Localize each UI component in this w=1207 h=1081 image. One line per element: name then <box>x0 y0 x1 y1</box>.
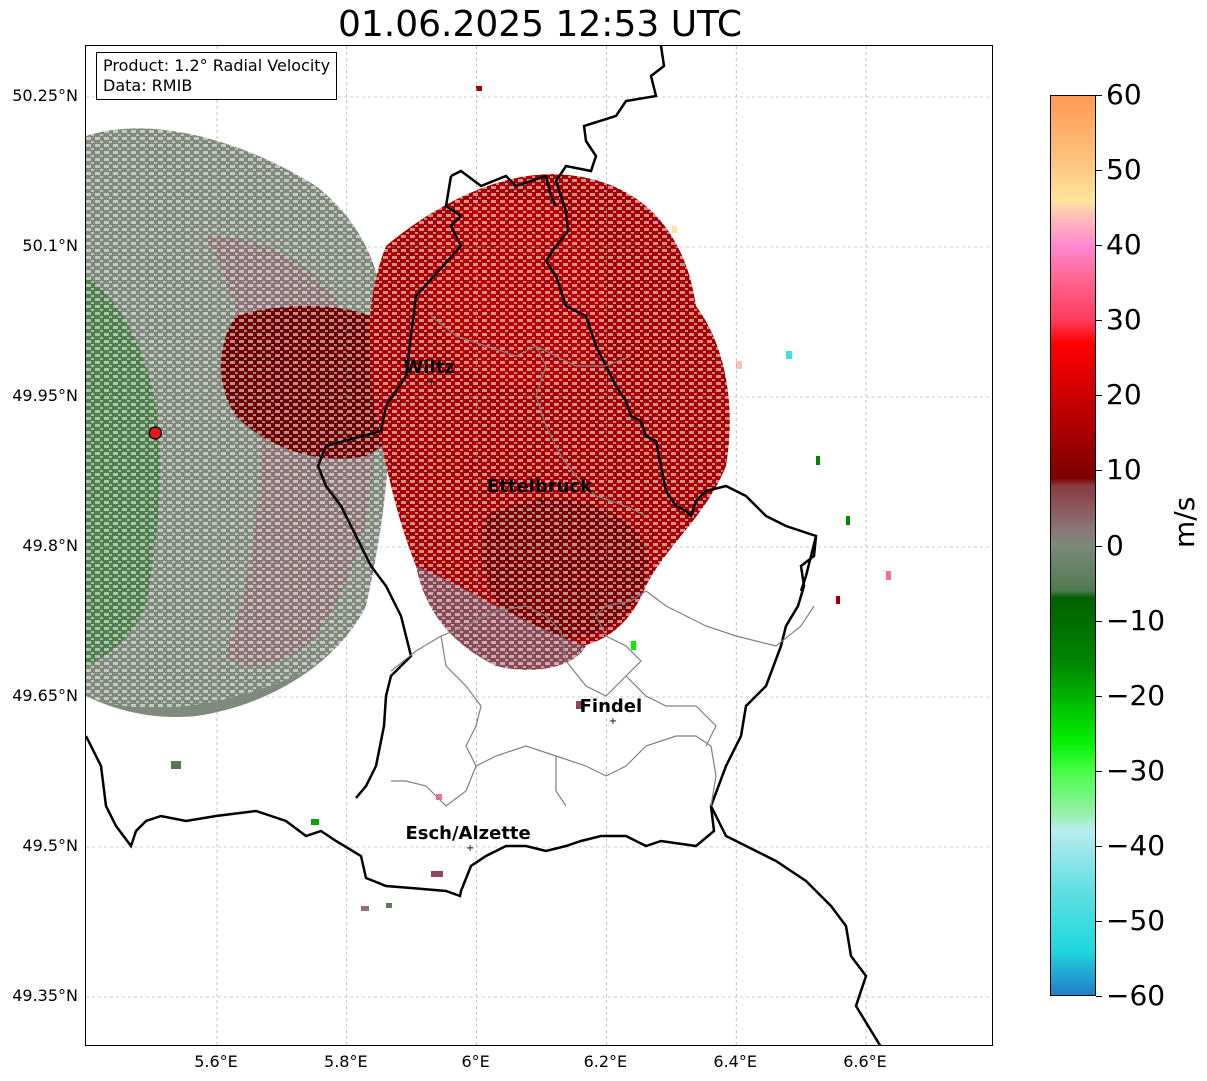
lon-tick-label: 5.8°E <box>324 1052 368 1071</box>
echo-speck <box>631 641 636 650</box>
colorbar-tick-mark <box>1096 170 1102 172</box>
source-label: Data: RMIB <box>103 76 193 95</box>
colorbar-tick-label: −40 <box>1106 828 1166 862</box>
colorbar-tick-label: 30 <box>1106 303 1142 337</box>
city-marker: + <box>466 843 474 854</box>
colorbar-tick-mark <box>1096 695 1102 697</box>
echo-speck <box>476 86 482 91</box>
lat-tick-label: 49.5°N <box>22 836 78 855</box>
lon-tick-label: 6.6°E <box>843 1052 887 1071</box>
colorbar-tick-label: 40 <box>1106 228 1142 262</box>
colorbar-tick-label: 50 <box>1106 153 1142 187</box>
radar-site-layer <box>148 426 162 440</box>
colorbar-tick-mark <box>1096 770 1102 772</box>
colorbar-tick-mark <box>1096 95 1102 96</box>
velocity-echoes <box>86 86 891 911</box>
lon-tick-label: 6.4°E <box>713 1052 757 1071</box>
echo-speck <box>436 794 442 800</box>
lon-tick-label: 6.2°E <box>583 1052 628 1071</box>
colorbar-unit-label: m/s <box>1168 496 1201 548</box>
colorbar-tick-label: −60 <box>1106 979 1166 1012</box>
country-border-lux-north <box>450 169 558 207</box>
echo-texture <box>86 128 738 708</box>
colorbar-tick-mark <box>1096 470 1102 472</box>
colorbar-tick-mark <box>1096 320 1102 322</box>
international-border <box>86 46 818 898</box>
city-label: Esch/Alzette <box>405 823 530 844</box>
colorbar-tick-mark <box>1096 395 1102 397</box>
colorbar-tick-mark <box>1096 920 1102 922</box>
product-info-box: Product: 1.2° Radial Velocity Data: RMIB <box>96 52 338 100</box>
radar-map[interactable]: + Wiltz + Ettelbruck + Findel + Esch/Alzette Pr… <box>85 45 993 1046</box>
echo-speck <box>311 819 319 825</box>
chart-title: 01.06.2025 12:53 UTC <box>337 4 743 45</box>
city-layer: +Wiltz+Ettelbruck+Findel+Esch/Alzette <box>404 357 643 854</box>
colorbar-tick-label: 60 <box>1106 78 1142 111</box>
city-marker: + <box>609 716 617 727</box>
colorbar-tick-mark <box>1096 996 1102 997</box>
lat-tick-label: 49.95°N <box>12 386 78 405</box>
echo-speck <box>786 351 792 359</box>
colorbar-tick-label: 10 <box>1106 453 1142 487</box>
colorbar-tick-mark <box>1096 545 1102 547</box>
echo-speck <box>846 516 850 525</box>
city-label: Findel <box>580 696 643 717</box>
echo-speck <box>431 871 443 877</box>
district-borders <box>390 315 815 807</box>
colorbar-tick-mark <box>1096 845 1102 847</box>
colorbar-tick-label: 20 <box>1106 378 1142 412</box>
colorbar-tick-mark <box>1096 245 1102 247</box>
lat-tick-label: 49.8°N <box>22 536 78 555</box>
city-label: Ettelbruck <box>487 476 593 497</box>
echo-speck <box>672 226 677 233</box>
map-canvas: +Wiltz+Ettelbruck+Findel+Esch/Alzette <box>86 46 992 1045</box>
lat-tick-label: 49.35°N <box>12 986 78 1005</box>
country-border-east <box>799 535 818 592</box>
echo-speck <box>816 456 820 465</box>
echo-speck <box>886 571 891 580</box>
city-label: Wiltz <box>404 357 455 378</box>
colorbar-tick-label: 0 <box>1106 528 1124 562</box>
echo-speck <box>386 903 392 908</box>
colorbar-tick-mark <box>1096 620 1102 622</box>
echo-speck <box>576 701 582 709</box>
colorbar-tick-label: −10 <box>1106 603 1166 637</box>
echo-speck <box>836 596 840 604</box>
echo-speck <box>171 761 181 769</box>
border-southeast <box>709 805 882 1045</box>
lat-tick-label: 49.65°N <box>12 686 78 705</box>
lat-tick-label: 50.1°N <box>22 236 78 255</box>
lon-tick-label: 5.6°E <box>194 1052 238 1071</box>
borders <box>86 46 882 1045</box>
colorbar-tick-label: −50 <box>1106 903 1166 937</box>
country-border-north <box>316 175 463 799</box>
colorbar-tick-label: −20 <box>1106 678 1166 712</box>
colorbar-tick-label: −30 <box>1106 753 1166 787</box>
lat-tick-label: 50.25°N <box>12 86 78 105</box>
echo-speck <box>736 361 742 369</box>
city-marker: + <box>427 377 435 388</box>
velocity-colorbar <box>1050 95 1096 996</box>
lon-tick-label: 6°E <box>461 1052 490 1071</box>
product-label: Product: 1.2° Radial Velocity <box>103 56 331 75</box>
city-marker: + <box>537 496 545 507</box>
radar-site-marker[interactable] <box>148 426 162 440</box>
echo-speck <box>361 906 369 911</box>
